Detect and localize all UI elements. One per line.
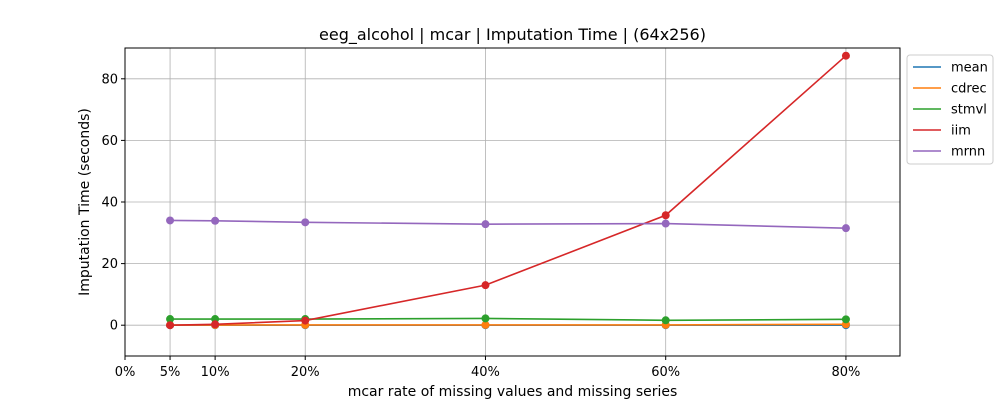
series-iim — [166, 51, 850, 330]
data-point-mrnn — [661, 219, 670, 228]
series-line-iim — [170, 55, 847, 326]
legend-box — [906, 54, 994, 165]
data-point-mrnn — [301, 218, 310, 227]
x-tick-label: 10% — [201, 365, 230, 380]
series-line-mrnn — [170, 219, 846, 229]
chart-title: eeg_alcohol | mcar | Imputation Time | (… — [319, 25, 706, 45]
legend: mean cdrec stmvl iim mrnn — [906, 54, 994, 165]
legend-item-mean: mean — [913, 61, 988, 76]
y-tick-label: 40 — [101, 196, 118, 211]
y-tick-label: 60 — [101, 134, 118, 149]
x-tick-label: 80% — [831, 365, 860, 380]
legend-item-cdrec: cdrec — [913, 82, 987, 97]
ticks: 0% 5% 10% 20% 40% 60% 80% 0 20 40 60 80 — [101, 72, 860, 380]
series-line-stmvl — [170, 317, 846, 322]
legend-label-mrnn: mrnn — [951, 145, 985, 160]
x-tick-label: 5% — [160, 365, 181, 380]
legend-label-mean: mean — [951, 61, 988, 76]
x-tick-label: 60% — [651, 365, 680, 380]
legend-item-mrnn: mrnn — [913, 145, 985, 160]
x-tick-label: 20% — [291, 365, 320, 380]
x-axis-label: mcar rate of missing values and missing … — [348, 384, 678, 400]
y-tick-label: 80 — [101, 72, 118, 87]
data-point-mrnn — [211, 216, 220, 225]
legend-items: mean cdrec stmvl iim mrnn — [913, 61, 988, 160]
data-point-iim — [301, 316, 310, 325]
series-mrnn — [166, 216, 850, 233]
series-layer — [166, 51, 850, 330]
data-point-cdrec — [481, 320, 490, 329]
y-tick-label: 0 — [110, 319, 118, 334]
data-point-stmvl — [841, 315, 850, 324]
grid — [124, 48, 900, 356]
y-tick-label: 20 — [101, 257, 118, 272]
data-point-iim — [166, 321, 175, 330]
data-point-iim — [841, 51, 850, 60]
x-tick-label: 0% — [115, 365, 136, 380]
legend-item-iim: iim — [913, 124, 971, 139]
legend-item-stmvl: stmvl — [913, 103, 987, 118]
data-point-mrnn — [481, 220, 490, 229]
legend-label-iim: iim — [951, 124, 971, 139]
data-point-mrnn — [841, 224, 850, 233]
data-point-stmvl — [481, 314, 490, 323]
y-axis-label: Imputation Time (seconds) — [77, 108, 93, 296]
data-point-iim — [211, 320, 220, 329]
data-point-mrnn — [166, 216, 175, 225]
legend-label-stmvl: stmvl — [951, 103, 987, 118]
data-point-iim — [481, 281, 490, 290]
data-point-iim — [661, 211, 670, 220]
legend-label-cdrec: cdrec — [951, 82, 987, 97]
x-tick-label: 40% — [471, 365, 500, 380]
data-point-stmvl — [166, 315, 175, 324]
series-line-cdrec — [170, 323, 846, 326]
data-point-stmvl — [661, 316, 670, 325]
